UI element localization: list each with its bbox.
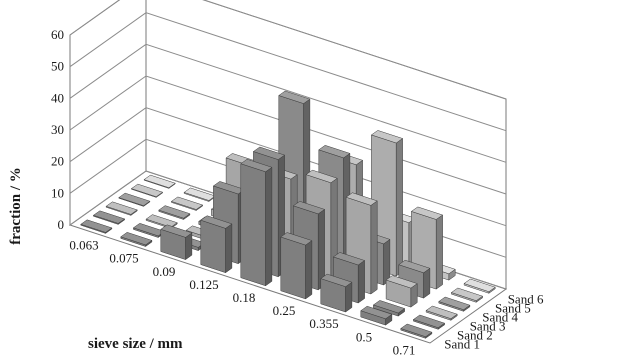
bar-top-face — [252, 146, 286, 160]
bar-top-face — [398, 259, 431, 274]
bar — [385, 275, 418, 308]
bar-top-face — [360, 305, 393, 320]
x-axis-label: sieve size / mm — [88, 336, 183, 352]
bar-top-face — [278, 90, 311, 104]
bar-front-face — [240, 163, 266, 287]
chart-bars — [80, 90, 496, 339]
bar — [170, 196, 204, 211]
bar-side-face — [225, 223, 233, 274]
bar-top-face — [158, 205, 191, 219]
bar-top-face — [450, 287, 484, 301]
bar — [400, 323, 433, 339]
bar — [280, 232, 313, 300]
x-tick-label: 0.71 — [393, 342, 416, 357]
bar-top-face — [412, 314, 446, 328]
bar-front-face — [200, 219, 226, 274]
bar-top-face — [320, 273, 353, 287]
x-tick-label: 0.355 — [309, 316, 338, 331]
bar-top-face — [332, 252, 366, 266]
z-tick-label: 50 — [51, 59, 64, 74]
y-axis-label: fraction / % — [8, 167, 24, 244]
z-tick-label: 10 — [51, 185, 64, 200]
bar-side-face — [305, 240, 313, 300]
bar-top-face — [372, 300, 406, 314]
x-tick-label: 0.075 — [109, 251, 138, 266]
bar-side-face — [370, 200, 378, 295]
bar-top-face — [400, 323, 433, 337]
bar-top-face — [318, 145, 351, 159]
bar-top-face — [143, 174, 176, 188]
z-tick-label: 0 — [58, 217, 65, 232]
x-tick-label: 0.125 — [189, 277, 218, 292]
bar-top-face — [385, 275, 418, 289]
bar-top-face — [345, 192, 378, 206]
bar-top-face — [118, 192, 151, 206]
x-tick-label: 0.18 — [233, 290, 256, 305]
bar-top-face — [145, 214, 178, 228]
series-tick-label: Sand 6 — [508, 292, 544, 307]
z-tick-label: 40 — [51, 90, 64, 105]
bar — [200, 215, 233, 274]
series-tick-label: Sand 3 — [470, 319, 506, 334]
bar-top-face — [292, 201, 326, 215]
gridline — [69, 0, 507, 100]
series-tick-label: Sand 2 — [457, 328, 493, 343]
x-tick-label: 0.5 — [356, 329, 372, 344]
bar-top-face — [370, 130, 404, 144]
bar-side-face — [345, 281, 353, 313]
x-tick-label: 0.09 — [153, 264, 176, 279]
bar-top-face — [170, 196, 204, 210]
bar-side-face — [435, 214, 443, 290]
bar-top-face — [92, 210, 126, 224]
x-tick-label: 0.25 — [273, 303, 296, 318]
z-tick-label: 60 — [51, 27, 64, 42]
bar — [105, 201, 138, 216]
series-tick-label: Sand 5 — [495, 301, 531, 316]
bar-top-face — [280, 232, 313, 246]
bar-side-face — [265, 166, 273, 287]
z-tick-label: 20 — [51, 154, 64, 169]
bar-top-face — [438, 296, 471, 310]
bar-top-face — [410, 206, 444, 220]
series-tick-label: Sand 1 — [444, 337, 480, 352]
bar — [158, 205, 191, 220]
bar — [450, 287, 484, 303]
bar — [320, 273, 353, 313]
bar-side-face — [357, 260, 365, 304]
bar — [425, 305, 458, 321]
bar-top-face — [160, 224, 193, 238]
bar-top-face — [305, 169, 338, 184]
bar — [118, 192, 151, 207]
gridline — [69, 12, 507, 132]
bar-front-face — [280, 236, 306, 300]
bar — [120, 232, 153, 247]
bar-top-face — [463, 278, 496, 292]
x-tick-label: 0.063 — [69, 238, 98, 253]
z-tick-label: 30 — [51, 122, 64, 137]
bar — [240, 158, 273, 287]
bar-top-face — [200, 215, 233, 229]
chart-ticks: 0 10 20 30 40 50 60 0.063 0.075 0.09 0.125 0.18 0.25… — [51, 27, 544, 357]
bar-top-face — [80, 219, 113, 233]
bar — [92, 210, 126, 225]
bar-top-face — [240, 158, 273, 173]
bar-top-face — [130, 183, 164, 197]
bar-side-face — [395, 138, 403, 277]
bar-side-face — [423, 267, 431, 299]
bar — [360, 305, 393, 326]
gridline — [69, 43, 507, 163]
bar — [463, 278, 496, 294]
bar-top-face — [425, 305, 458, 319]
bar-top-face — [120, 232, 153, 246]
bar — [130, 183, 164, 198]
bar — [143, 174, 176, 189]
bar — [160, 224, 193, 261]
bar — [412, 314, 446, 330]
series-tick-label: Sand 4 — [482, 310, 518, 325]
bar — [80, 219, 113, 234]
bar-top-face — [105, 201, 138, 215]
bar — [438, 296, 471, 312]
